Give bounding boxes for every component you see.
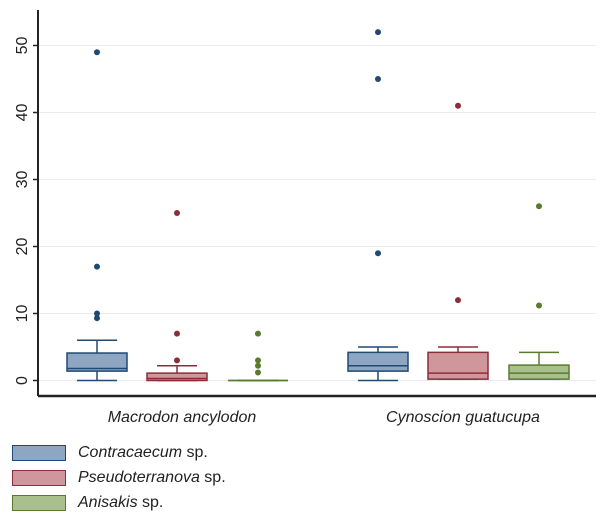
legend: Contracaecum sp. Pseudoterranova sp. Ani… [12, 440, 226, 515]
box [66, 352, 128, 372]
box-plot: 0 10 20 30 40 50 Macrodon ancylodon Cynoscion g… [14, 10, 596, 426]
legend-label: Pseudoterranova [78, 468, 200, 486]
legend-item-anisakis: Anisakis sp. [12, 490, 226, 515]
outlier-point [455, 297, 461, 304]
outlier-point [255, 362, 261, 369]
outlier-point [94, 310, 100, 317]
outlier-point [174, 330, 180, 337]
legend-item-pseudoterranova: Pseudoterranova sp. [12, 465, 226, 490]
legend-item-contracaecum: Contracaecum sp. [12, 440, 226, 465]
y-tick-label: 50 [14, 37, 31, 55]
legend-label: Anisakis [78, 493, 138, 511]
outlier-point [255, 357, 261, 364]
legend-suffix: sp. [137, 493, 164, 511]
legend-suffix: sp. [199, 468, 226, 486]
box [508, 364, 570, 380]
outlier-point [94, 263, 100, 270]
outlier-point [375, 29, 381, 36]
y-tick-label: 40 [14, 104, 31, 122]
outlier-point [94, 315, 100, 322]
outlier-point [536, 203, 542, 210]
legend-swatch [12, 469, 66, 486]
legend-swatch [12, 494, 66, 511]
y-tick-label: 10 [14, 305, 31, 323]
outlier-point [255, 369, 261, 376]
outlier-point [375, 250, 381, 257]
y-tick-label: 20 [14, 238, 31, 256]
legend-suffix: sp. [182, 443, 208, 461]
box [427, 351, 489, 380]
x-category-label: Cynoscion guatucupa [386, 409, 540, 426]
outlier-point [174, 210, 180, 216]
outlier-point [94, 49, 100, 56]
legend-label: Contracaecum [78, 443, 183, 461]
x-category-label: Macrodon ancylodon [108, 409, 257, 426]
box [146, 372, 208, 382]
outlier-point [255, 330, 261, 337]
outlier-point [455, 102, 461, 109]
outlier-point [174, 357, 180, 364]
y-tick-label: 30 [14, 171, 31, 189]
outlier-point [536, 302, 542, 309]
outlier-point [375, 76, 381, 82]
legend-swatch [12, 444, 66, 461]
y-tick-label: 0 [14, 376, 31, 385]
box [347, 351, 409, 372]
